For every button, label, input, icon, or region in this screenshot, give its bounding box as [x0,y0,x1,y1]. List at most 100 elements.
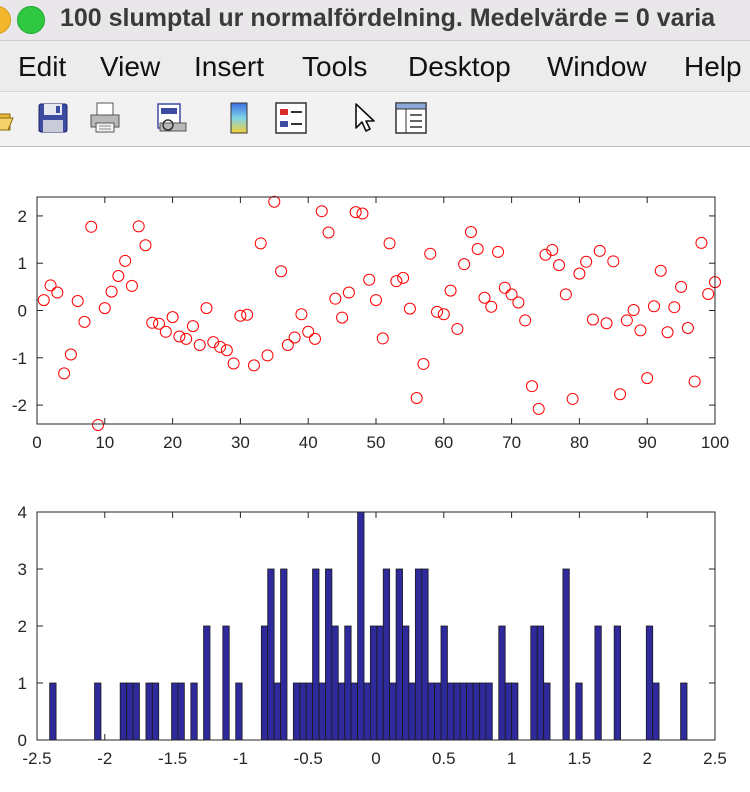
histogram-bar [280,568,288,741]
x-tick-label: 20 [163,433,182,452]
x-tick-label: 70 [502,433,521,452]
histogram-bar [376,625,384,741]
y-tick-label: 1 [18,674,27,693]
scatter-point [173,330,186,343]
menu-window[interactable]: Window [547,51,647,82]
menu-desktop[interactable]: Desktop [408,51,511,82]
scatter-point [186,320,199,333]
scatter-point [451,322,464,335]
histogram-bar [421,568,429,741]
histogram-bar [459,682,468,741]
histogram-bar [203,625,211,741]
histogram-bar [511,682,519,741]
x-tick-label: -0.5 [294,749,323,768]
x-tick-label: 1.5 [568,749,592,768]
scatter-point [668,301,681,314]
histogram-bar [472,682,480,741]
scatter-point [37,294,50,307]
open-file-icon[interactable] [0,101,14,135]
histogram-bar [434,682,442,741]
pointer-icon[interactable] [348,101,382,135]
scatter-point [512,296,525,309]
histogram-bar [151,682,160,741]
histogram-axes[interactable]: -2.5 -2 -1.5 -1 -0.5 0 0.5 1 1.5 2 2.5 0 1 2 3 4 [18,503,727,768]
histogram-bar [337,682,346,741]
menu-tools[interactable]: Tools [302,51,368,82]
histogram-bar [536,625,545,741]
scatter-point [85,220,98,233]
scatter-axes[interactable]: 0 10 20 30 40 50 60 70 80 90 100 -2 -1 0 1 2 [12,195,729,452]
histogram-bar [325,568,333,741]
x-tick-label: 80 [570,433,589,452]
histogram-bar [331,625,339,741]
x-tick-label: 100 [701,433,729,452]
scatter-point [681,321,694,334]
x-tick-label: 2 [642,749,651,768]
y-tick-label: 2 [18,207,27,226]
histogram-bar [132,682,140,741]
scatter-point [268,195,281,208]
scatter-point [390,275,403,288]
colorbar-icon[interactable] [222,101,256,135]
menu-view[interactable]: View [100,51,161,82]
histogram-bar [504,682,512,741]
histogram-bar [119,682,127,741]
print-icon[interactable] [88,101,122,135]
menu-bar: Edit View Insert Tools Desktop Window He… [0,41,750,92]
menu-help[interactable]: Help [684,51,742,82]
histogram-bar [94,682,102,741]
scatter-point [675,280,688,293]
scatter-point [444,284,457,297]
menu-edit[interactable]: Edit [18,51,67,82]
x-tick-label: -2 [97,749,112,768]
histogram-bar [414,568,423,741]
scatter-point [159,325,172,338]
y-tick-label: -2 [12,396,27,415]
x-tick-label: 2.5 [703,749,727,768]
scatter-point [119,254,132,267]
histogram-bar [273,682,281,741]
scatter-point [98,302,111,315]
scatter-frame [36,196,716,425]
x-tick-label: -1.5 [158,749,187,768]
print-preview-icon[interactable] [154,101,188,135]
histogram-bar [292,682,301,741]
x-tick-label: 0 [32,433,41,452]
legend-icon[interactable] [274,101,308,135]
histogram-bar [395,568,403,741]
scatter-point [71,295,84,308]
scatter-point [532,402,545,415]
scatter-point [376,332,389,345]
property-inspector-icon[interactable] [394,101,428,135]
scatter-point [600,317,613,330]
scatter-point [458,258,471,271]
scatter-point [647,300,660,313]
scatter-point [78,315,91,328]
scatter-point [410,391,423,404]
menu-insert[interactable]: Insert [194,51,265,82]
histogram-bar [402,625,410,741]
scatter-point [539,248,552,261]
scatter-point [112,269,125,282]
scatter-point [485,300,498,313]
histogram-bar [357,511,365,741]
histogram-bar [498,625,506,741]
histogram-bar [613,625,621,741]
scatter-point [370,294,382,307]
save-icon[interactable] [36,101,70,135]
histogram-bar [530,625,538,741]
x-tick-label: -2.5 [22,749,51,768]
scatter-point [553,259,566,272]
scatter-point [227,357,240,370]
histogram-bar [369,625,378,741]
scatter-point [166,311,179,324]
scatter-point [654,264,667,277]
histogram-bar [446,682,455,741]
histogram-bar [645,625,654,741]
zoom-window-button[interactable] [17,6,45,34]
minimize-window-button[interactable] [0,6,11,34]
scatter-point [308,332,321,345]
scatter-point [200,302,213,315]
histogram-bar [350,682,358,741]
